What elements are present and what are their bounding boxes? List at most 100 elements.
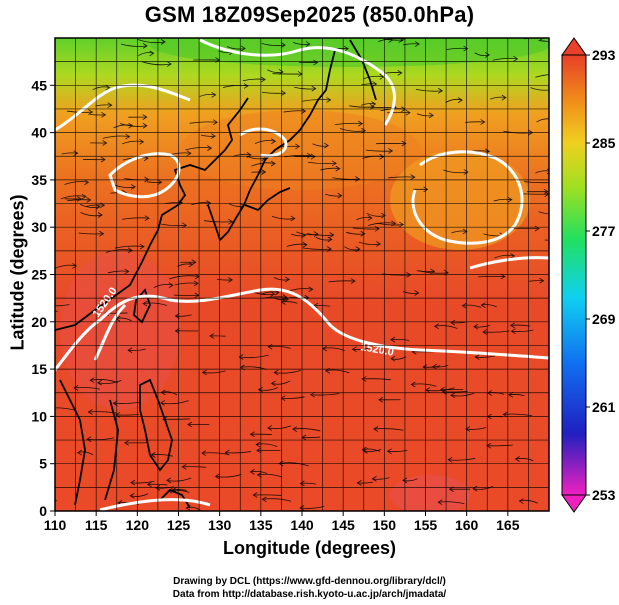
streamline-arrow xyxy=(367,215,373,221)
x-tick-label: 155 xyxy=(414,517,438,533)
streamline xyxy=(74,387,101,390)
streamline xyxy=(130,493,149,497)
streamline-arrow xyxy=(437,499,443,506)
streamline-arrow xyxy=(206,200,212,206)
streamline-arrow xyxy=(76,196,82,202)
streamline xyxy=(189,121,218,124)
streamline xyxy=(306,233,334,236)
streamline-arrow xyxy=(331,160,337,167)
streamline-arrow xyxy=(194,292,200,299)
streamline-arrow xyxy=(510,328,516,335)
streamline-arrow xyxy=(166,477,172,484)
streamline xyxy=(544,239,549,241)
streamline xyxy=(216,279,233,281)
streamline xyxy=(325,369,350,374)
credit-drawing: Drawing by DCL (https://www.gfd-dennou.o… xyxy=(173,576,446,587)
hot-patch-west xyxy=(60,250,180,410)
streamline xyxy=(418,270,449,274)
streamline-arrow xyxy=(191,259,197,266)
streamline-arrow xyxy=(329,232,335,238)
streamline xyxy=(438,501,465,505)
x-tick-label: 130 xyxy=(208,517,232,533)
streamline xyxy=(201,452,228,455)
streamline-arrow xyxy=(270,291,276,297)
streamline-arrow xyxy=(201,369,207,376)
streamline-arrow xyxy=(188,261,194,268)
streamline xyxy=(448,458,476,461)
streamline xyxy=(423,365,441,368)
streamline-arrow xyxy=(534,225,540,232)
streamline xyxy=(465,427,487,430)
streamline-arrow xyxy=(480,302,486,309)
streamline-arrow xyxy=(428,112,434,119)
streamline xyxy=(274,370,301,374)
streamline xyxy=(493,198,512,202)
streamline-arrow xyxy=(461,302,467,309)
streamline-arrow xyxy=(97,379,103,386)
streamline xyxy=(481,304,497,308)
streamline xyxy=(151,454,173,457)
streamline xyxy=(161,391,178,396)
streamline xyxy=(508,394,525,397)
streamline-arrow xyxy=(128,122,134,129)
streamline-arrow xyxy=(306,152,312,159)
streamline xyxy=(503,413,533,417)
streamline-arrow xyxy=(227,277,233,283)
streamline-arrow xyxy=(281,90,287,96)
streamline-arrow xyxy=(168,282,174,289)
streamline-arrow xyxy=(324,142,329,149)
colorbar: 293 285 277 269 261 253 xyxy=(561,37,616,513)
streamline-arrow xyxy=(465,426,471,432)
streamline xyxy=(261,91,286,94)
streamline xyxy=(356,216,372,221)
streamline-arrow xyxy=(550,39,554,44)
streamline xyxy=(473,325,491,328)
streamline-arrow xyxy=(187,421,193,428)
streamline xyxy=(296,231,319,236)
streamline xyxy=(138,52,154,57)
streamline xyxy=(281,301,298,304)
streamline-arrow xyxy=(450,392,456,399)
streamline-arrow xyxy=(186,150,192,157)
streamline-arrow xyxy=(257,386,263,393)
streamline xyxy=(515,458,534,461)
streamline-arrow xyxy=(142,300,148,307)
streamline xyxy=(257,473,283,478)
streamline-arrow xyxy=(144,176,150,183)
streamline xyxy=(64,181,89,185)
x-tick-label: 145 xyxy=(331,517,355,533)
streamline xyxy=(122,140,144,145)
streamline-arrow xyxy=(97,212,103,218)
streamline xyxy=(373,428,404,431)
streamline-arrow xyxy=(343,45,349,52)
streamline xyxy=(87,437,115,441)
streamline-arrow xyxy=(95,203,101,210)
streamline xyxy=(250,470,268,474)
streamline-arrow xyxy=(280,42,286,48)
streamline-arrow xyxy=(518,498,524,504)
streamline xyxy=(120,123,147,127)
streamline-arrow xyxy=(327,236,333,243)
streamline-arrow xyxy=(214,473,220,480)
streamline xyxy=(160,400,189,405)
streamline-arrow xyxy=(388,148,394,154)
streamline xyxy=(254,292,275,296)
streamline-arrow xyxy=(252,492,258,498)
streamline xyxy=(60,195,86,200)
streamline-arrow xyxy=(379,153,385,160)
streamline-arrow xyxy=(473,323,479,330)
streamline-arrow xyxy=(166,61,172,67)
streamline-arrow xyxy=(105,84,111,91)
streamline-arrow xyxy=(224,449,230,456)
streamline-arrow xyxy=(390,355,396,362)
streamline-arrow xyxy=(401,140,407,147)
streamline-arrow xyxy=(484,148,490,155)
streamline xyxy=(153,284,173,288)
streamline xyxy=(313,305,330,307)
streamline-arrow xyxy=(480,119,486,125)
streamline-arrow xyxy=(46,406,50,411)
streamline-arrow xyxy=(201,450,207,457)
streamline-arrow xyxy=(474,354,480,360)
streamline-arrow xyxy=(160,400,166,406)
streamline xyxy=(511,227,540,230)
